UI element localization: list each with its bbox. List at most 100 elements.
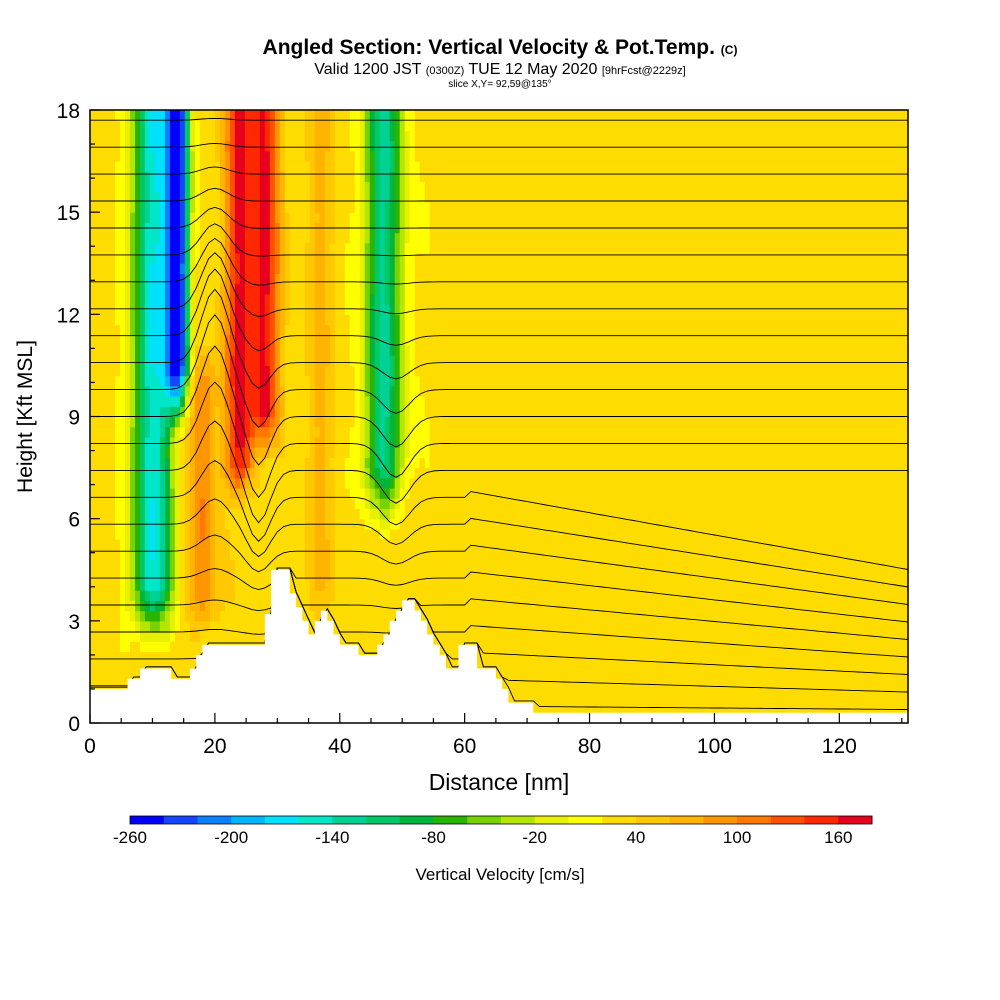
velocity-cell: [154, 273, 161, 285]
velocity-cell: [234, 447, 241, 458]
velocity-cell: [264, 416, 271, 428]
velocity-cell: [459, 498, 466, 509]
velocity-cell: [125, 467, 131, 479]
velocity-cell: [259, 457, 266, 469]
velocity-cell: [199, 191, 206, 203]
velocity-cell: [399, 539, 406, 550]
velocity-cell: [130, 396, 136, 407]
velocity-cell: [259, 365, 266, 377]
velocity-cell: [349, 457, 356, 469]
velocity-cell: [239, 620, 246, 632]
velocity-cell: [289, 110, 296, 121]
velocity-cell: [429, 467, 436, 479]
velocity-cell: [204, 467, 211, 479]
velocity-cell: [274, 242, 281, 254]
velocity-cell: [359, 600, 366, 612]
velocity-cell: [154, 436, 161, 448]
velocity-cell: [384, 508, 391, 520]
velocity-cell: [289, 212, 296, 223]
velocity-cell: [344, 396, 351, 407]
velocity-cell: [189, 355, 196, 366]
velocity-cell: [464, 150, 471, 162]
velocity-cell: [179, 304, 186, 315]
velocity-cell: [404, 590, 411, 601]
velocity-cell: [269, 293, 276, 305]
velocity-cell: [199, 528, 206, 540]
velocity-cell: [254, 140, 261, 152]
velocity-cell: [284, 293, 291, 305]
velocity-cell: [369, 477, 376, 489]
velocity-cell: [239, 253, 246, 264]
velocity-cell: [95, 631, 101, 642]
velocity-cell: [184, 651, 191, 663]
velocity-cell: [115, 447, 121, 458]
velocity-cell: [179, 293, 186, 305]
velocity-cell: [254, 365, 261, 377]
velocity-cell: [130, 610, 136, 622]
velocity-cell: [125, 130, 131, 142]
velocity-cell: [479, 416, 486, 428]
velocity-cell: [414, 304, 421, 315]
velocity-cell: [344, 120, 351, 131]
velocity-cell: [194, 191, 201, 203]
velocity-cell: [194, 314, 201, 326]
velocity-cell: [154, 171, 161, 183]
velocity-cell: [110, 559, 116, 571]
velocity-cell: [319, 273, 326, 285]
velocity-cell: [444, 549, 451, 561]
velocity-cell: [184, 201, 191, 213]
velocity-cell: [304, 293, 311, 305]
velocity-cell: [199, 181, 206, 193]
velocity-cell: [100, 385, 106, 397]
velocity-cell: [374, 416, 381, 428]
velocity-cell: [454, 477, 461, 489]
velocity-cell: [454, 273, 461, 285]
velocity-cell: [224, 140, 231, 152]
velocity-cell: [95, 242, 101, 254]
velocity-cell: [279, 436, 286, 448]
velocity-cell: [424, 253, 431, 264]
velocity-cell: [489, 253, 496, 264]
velocity-cell: [130, 181, 136, 193]
velocity-cell: [479, 580, 486, 591]
velocity-cell: [219, 620, 226, 632]
velocity-cell: [409, 355, 416, 366]
velocity-cell: [259, 212, 266, 223]
velocity-cell: [259, 345, 266, 356]
velocity-cell: [144, 110, 151, 121]
velocity-cell: [399, 518, 406, 530]
velocity-cell: [294, 457, 301, 469]
velocity-cell: [499, 426, 506, 438]
velocity-cell: [100, 477, 106, 489]
velocity-cell: [294, 130, 301, 142]
velocity-cell: [164, 651, 171, 663]
velocity-cell: [249, 110, 256, 121]
velocity-cell: [474, 150, 481, 162]
velocity-cell: [499, 508, 506, 520]
velocity-cell: [359, 457, 366, 469]
velocity-cell: [149, 171, 156, 183]
velocity-cell: [324, 181, 331, 193]
velocity-cell: [319, 283, 326, 295]
velocity-cell: [90, 528, 96, 540]
velocity-cell: [409, 120, 416, 131]
velocity-cell: [204, 569, 211, 581]
velocity-cell: [115, 293, 121, 305]
velocity-cell: [424, 610, 431, 622]
velocity-cell: [234, 222, 241, 234]
velocity-cell: [144, 447, 151, 458]
velocity-cell: [299, 580, 306, 591]
velocity-cell: [144, 150, 151, 162]
velocity-cell: [144, 528, 151, 540]
velocity-cell: [130, 406, 136, 418]
velocity-cell: [424, 314, 431, 326]
velocity-cell: [349, 191, 356, 203]
velocity-cell: [494, 631, 501, 642]
velocity-cell: [110, 671, 116, 683]
velocity-cell: [474, 447, 481, 458]
velocity-cell: [269, 140, 276, 152]
velocity-cell: [254, 355, 261, 366]
velocity-cell: [135, 590, 141, 601]
velocity-cell: [184, 416, 191, 428]
